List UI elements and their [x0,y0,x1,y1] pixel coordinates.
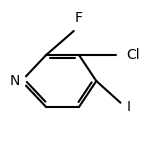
Text: N: N [10,74,20,88]
Text: I: I [127,100,130,114]
Text: Cl: Cl [127,48,140,62]
Text: F: F [75,11,83,25]
